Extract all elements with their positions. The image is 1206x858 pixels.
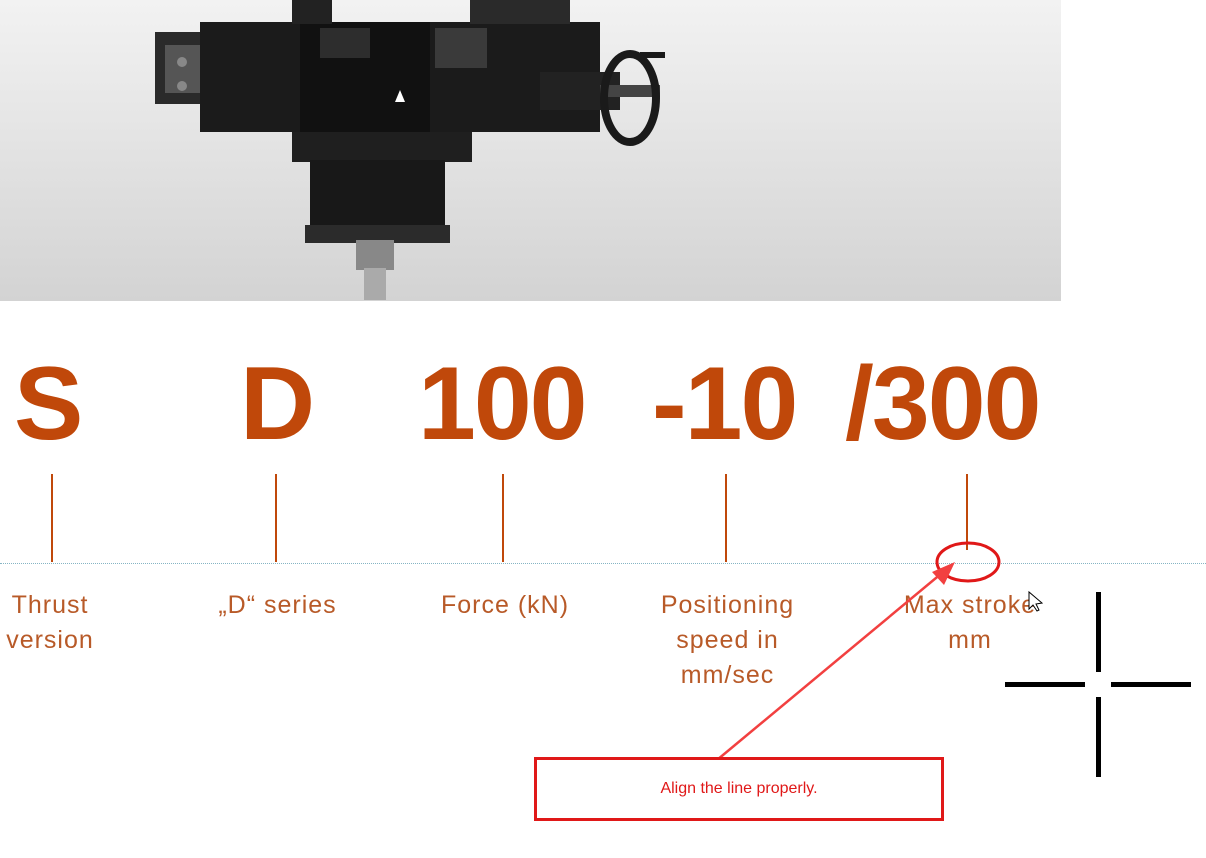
code-stroke: /300 — [845, 346, 1041, 462]
label-speed-line2: speed in — [676, 626, 779, 654]
label-stroke: Max stroke mm — [880, 588, 1060, 658]
tick-stroke[interactable] — [966, 474, 968, 550]
annotation-arrow — [716, 567, 949, 761]
tick-force — [502, 474, 504, 562]
code-series: D — [240, 346, 315, 462]
tick-series — [275, 474, 277, 562]
annotation-arrowhead — [932, 562, 955, 585]
label-thrust-line2: version — [6, 626, 94, 654]
label-thrust-line1: Thrust — [11, 591, 89, 619]
arrow-pointer-icon — [1028, 590, 1044, 612]
annotation-text: Align the line properly. — [660, 780, 818, 797]
actuator-photo — [0, 0, 1061, 301]
actuator-illustration — [155, 0, 665, 300]
label-stroke-line1: Max stroke — [903, 591, 1037, 619]
annotation-callout[interactable]: Align the line properly. — [534, 757, 944, 821]
label-speed-line1: Positioning — [660, 591, 795, 619]
tick-thrust — [51, 474, 53, 562]
tick-speed — [725, 474, 727, 562]
label-force: Force (kN) — [430, 588, 580, 623]
guide-line — [0, 563, 1206, 564]
label-force-line1: Force (kN) — [440, 591, 570, 619]
code-thrust: S — [14, 346, 83, 462]
crosshair-cursor-icon — [1005, 592, 1191, 777]
label-stroke-line2: mm — [948, 626, 992, 654]
label-series-line1: „D“ series — [218, 591, 337, 619]
label-thrust: Thrust version — [0, 588, 100, 658]
code-speed: -10 — [652, 346, 798, 462]
label-series: „D“ series — [205, 588, 350, 623]
code-force: 100 — [418, 346, 588, 462]
highlight-circle — [935, 541, 1001, 583]
label-speed-line3: mm/sec — [680, 661, 775, 689]
label-speed: Positioning speed in mm/sec — [640, 588, 815, 693]
